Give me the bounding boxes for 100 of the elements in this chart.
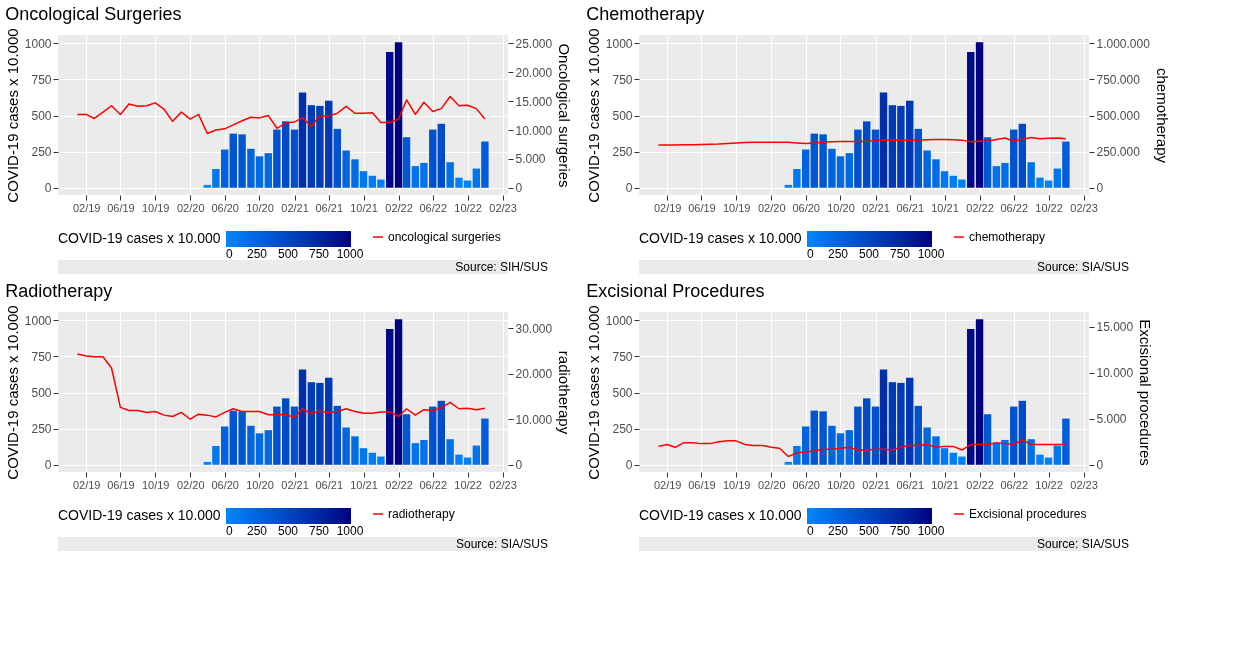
bar bbox=[386, 52, 394, 188]
chart-title: Radiotherapy bbox=[5, 280, 113, 301]
y-axis-title: COVID-19 cases x 10.000 bbox=[3, 305, 21, 480]
y2-axis-title: radiotherapy bbox=[556, 350, 574, 435]
x-tick-label: 02/23 bbox=[1070, 201, 1098, 214]
bar bbox=[429, 406, 437, 465]
x-tick-label: 06/21 bbox=[896, 201, 925, 214]
x-tick-label: 02/20 bbox=[757, 478, 786, 491]
color-bar-label: 750 bbox=[308, 524, 330, 538]
x-tick-label: 06/19 bbox=[107, 478, 135, 491]
y2-tick-label: 25.000 bbox=[515, 36, 553, 51]
bar bbox=[845, 430, 854, 465]
y2-tick-label: 500.000 bbox=[1096, 109, 1141, 124]
line-series bbox=[76, 95, 486, 135]
y-tick-label: 0 bbox=[625, 458, 633, 473]
x-tick-label: 10/22 bbox=[1035, 201, 1063, 214]
bar bbox=[264, 430, 273, 465]
bar bbox=[967, 329, 975, 465]
bar bbox=[1027, 162, 1035, 188]
bar bbox=[446, 439, 454, 465]
y2-axis-title: Excisional procedures bbox=[1137, 319, 1155, 466]
chart-title: Oncological Surgeries bbox=[5, 3, 182, 24]
legend-label: chemotherapy bbox=[969, 230, 1046, 244]
bar bbox=[983, 414, 992, 465]
x-tick-label: 10/20 bbox=[827, 201, 855, 214]
y2-tick-label: 30.000 bbox=[515, 321, 553, 336]
source-note: Source: SIH/SUS bbox=[455, 260, 548, 274]
bar bbox=[983, 137, 992, 188]
bar bbox=[290, 406, 299, 465]
y-tick-label: 250 bbox=[612, 422, 633, 437]
bar bbox=[472, 445, 481, 465]
color-bar-label: 0 bbox=[807, 524, 814, 538]
color-bar-label: 0 bbox=[226, 524, 233, 538]
y2-tick-label: 20.000 bbox=[515, 65, 553, 80]
y-tick-label: 1000 bbox=[24, 313, 52, 328]
y2-tick-label: 250.000 bbox=[1096, 145, 1141, 160]
color-bar-label: 1000 bbox=[336, 247, 364, 261]
y2-tick-label: 750.000 bbox=[1096, 72, 1141, 87]
y2-tick-label: 10.000 bbox=[1096, 366, 1134, 381]
bar bbox=[203, 184, 212, 188]
color-bar-label: 500 bbox=[277, 247, 299, 261]
x-tick-label: 02/23 bbox=[489, 201, 517, 214]
bar bbox=[793, 169, 801, 188]
x-tick-label: 10/20 bbox=[246, 478, 274, 491]
bar bbox=[221, 149, 229, 188]
x-tick-label: 02/22 bbox=[966, 478, 994, 491]
line-series bbox=[657, 439, 1067, 458]
bar bbox=[793, 446, 801, 465]
y-tick-label: 250 bbox=[31, 422, 52, 437]
x-tick-label: 06/19 bbox=[688, 478, 716, 491]
y-tick-label: 0 bbox=[625, 181, 633, 196]
bar bbox=[871, 406, 880, 465]
x-tick-label: 02/21 bbox=[862, 201, 890, 214]
bar bbox=[845, 153, 854, 188]
x-tick-label: 06/20 bbox=[211, 201, 239, 214]
x-tick-label: 06/22 bbox=[419, 478, 448, 491]
line-series bbox=[657, 136, 1067, 146]
bar bbox=[333, 128, 341, 188]
legend-label: Excisional procedures bbox=[969, 507, 1087, 521]
y2-tick-label: 5.000 bbox=[515, 152, 546, 167]
color-bar-label: 250 bbox=[827, 247, 849, 261]
color-bar-title: COVID-19 cases x 10.000 bbox=[58, 507, 221, 523]
bar bbox=[298, 369, 307, 465]
x-tick-label: 06/20 bbox=[211, 478, 239, 491]
x-tick-label: 02/19 bbox=[653, 201, 682, 214]
y2-axis-title: chemotherapy bbox=[1153, 67, 1171, 164]
bar bbox=[1053, 168, 1062, 188]
bar bbox=[472, 168, 481, 188]
y-tick-label: 750 bbox=[612, 72, 633, 87]
color-bar-label: 250 bbox=[246, 524, 268, 538]
legend-label: radiotherapy bbox=[388, 507, 455, 521]
y2-tick-label: 0 bbox=[515, 181, 523, 196]
y-axis-title: COVID-19 cases x 10.000 bbox=[584, 305, 602, 480]
x-tick-label: 06/22 bbox=[1000, 478, 1029, 491]
y-tick-label: 1000 bbox=[24, 36, 52, 51]
bar bbox=[975, 319, 984, 465]
bar bbox=[879, 369, 888, 465]
x-tick-label: 10/19 bbox=[722, 201, 751, 214]
bar bbox=[1018, 400, 1027, 465]
y-axis-title: COVID-19 cases x 10.000 bbox=[584, 28, 602, 203]
x-tick-label: 10/22 bbox=[1035, 478, 1063, 491]
bar bbox=[1062, 418, 1070, 465]
x-tick-label: 10/21 bbox=[350, 478, 378, 491]
bar bbox=[784, 461, 793, 465]
y-tick-label: 500 bbox=[31, 109, 52, 124]
source-note: Source: SIA/SUS bbox=[455, 537, 548, 551]
bar bbox=[784, 184, 793, 188]
x-tick-label: 06/22 bbox=[1000, 201, 1029, 214]
bar bbox=[446, 162, 454, 188]
x-tick-label: 02/21 bbox=[862, 478, 890, 491]
x-tick-label: 02/22 bbox=[385, 201, 413, 214]
bar bbox=[394, 42, 403, 188]
x-tick-label: 02/21 bbox=[281, 478, 309, 491]
legend-label: oncological surgeries bbox=[388, 230, 501, 244]
y2-tick-label: 15.000 bbox=[515, 94, 553, 109]
bar bbox=[386, 329, 394, 465]
x-tick-label: 10/19 bbox=[141, 201, 170, 214]
bar bbox=[212, 446, 220, 465]
color-bar-title: COVID-19 cases x 10.000 bbox=[639, 230, 802, 246]
color-bar-label: 500 bbox=[277, 524, 299, 538]
